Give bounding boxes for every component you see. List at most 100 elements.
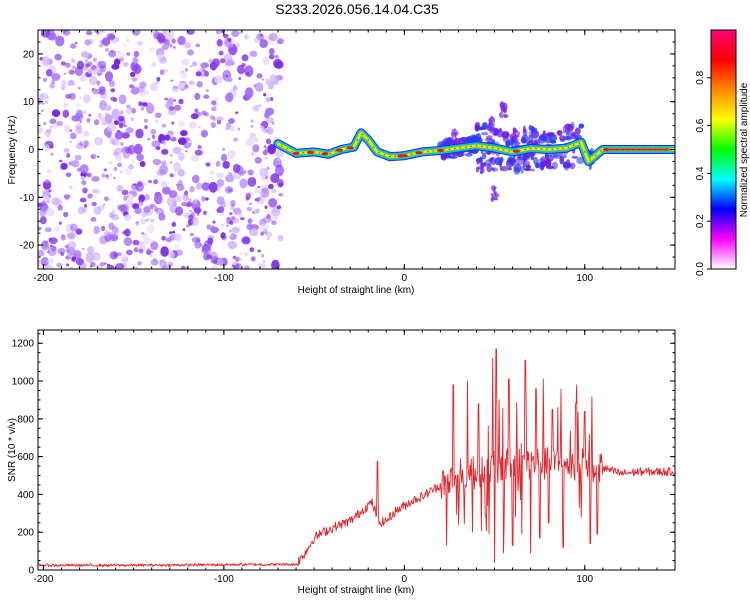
noise-blob [170, 173, 175, 178]
noise-blob [166, 196, 176, 207]
noise-blob [182, 228, 186, 232]
noise-blob [274, 60, 284, 69]
noise-blob [229, 125, 235, 132]
noise-blob [172, 231, 176, 234]
signal-grain [437, 149, 440, 152]
noise-blob [46, 96, 50, 99]
noise-blob [38, 127, 43, 135]
signal-halo [465, 152, 473, 157]
noise-blob [123, 262, 127, 266]
noise-blob [229, 233, 233, 237]
noise-blob [149, 254, 153, 258]
noise-blob [147, 137, 151, 141]
noise-blob [171, 87, 179, 93]
noise-blob [205, 162, 211, 167]
noise-blob [145, 219, 149, 222]
noise-blob [109, 251, 119, 260]
signal-grain [291, 150, 294, 153]
noise-blob [203, 94, 210, 99]
noise-blob [202, 69, 206, 72]
noise-blob [193, 207, 202, 214]
colorbar-label: Normalized spectral amplitude [739, 82, 750, 217]
noise-blob [94, 119, 100, 126]
noise-blob [260, 223, 269, 232]
noise-blob [87, 193, 93, 199]
noise-blob [124, 214, 132, 221]
noise-blob [89, 265, 93, 268]
signal-halo [484, 138, 493, 142]
noise-blob [47, 258, 54, 264]
noise-blob [117, 118, 126, 127]
signal-grain [594, 154, 597, 157]
noise-blob [88, 113, 92, 117]
signal-halo [571, 155, 579, 159]
spectrogram-signal-track [273, 101, 675, 203]
noise-blob [41, 109, 44, 112]
noise-blob [70, 43, 77, 49]
noise-blob [133, 183, 137, 186]
noise-blob [51, 109, 61, 117]
noise-blob [151, 134, 156, 139]
noise-blob [66, 153, 71, 158]
noise-blob [237, 127, 241, 131]
noise-blob [216, 172, 224, 179]
noise-blob [192, 174, 200, 184]
noise-blob [154, 193, 163, 205]
noise-blob [194, 149, 203, 156]
snr-x-label: Height of straight line (km) [298, 585, 415, 596]
noise-blob [101, 120, 107, 126]
noise-blob [257, 249, 262, 253]
colorbar-gradient [711, 30, 736, 269]
y-tick-label: -20 [20, 241, 35, 252]
noise-blob [216, 179, 225, 187]
snr-series [38, 348, 675, 568]
noise-blob [266, 127, 274, 135]
noise-blob [266, 236, 271, 241]
noise-blob [131, 77, 138, 82]
noise-blob [241, 236, 251, 245]
signal-grain [654, 148, 657, 151]
noise-blob [216, 39, 223, 47]
noise-blob [142, 237, 152, 244]
noise-blob [226, 76, 233, 83]
signal-grain [329, 152, 332, 155]
noise-blob [43, 122, 47, 126]
noise-blob [104, 112, 109, 118]
noise-blob [91, 201, 97, 207]
noise-blob [229, 229, 232, 233]
noise-blob [160, 180, 168, 189]
signal-halo [562, 161, 568, 169]
noise-blob [232, 85, 238, 92]
noise-blob [197, 145, 202, 149]
noise-blob [65, 244, 69, 249]
noise-blob [238, 251, 243, 256]
noise-blob [80, 175, 85, 181]
noise-blob [168, 190, 178, 198]
noise-blob [181, 58, 190, 66]
noise-blob [167, 97, 174, 105]
noise-blob [75, 162, 79, 165]
noise-blob [117, 162, 122, 168]
noise-blob [51, 73, 61, 81]
noise-blob [211, 106, 217, 112]
noise-blob [123, 237, 133, 247]
noise-blob [275, 74, 283, 81]
noise-blob [153, 179, 159, 185]
noise-blob [174, 233, 182, 242]
figure-title: S233.2026.056.14.04.C35 [275, 1, 439, 17]
noise-blob [130, 86, 140, 95]
noise-blob [160, 246, 169, 257]
noise-blob [262, 149, 268, 156]
noise-blob [109, 137, 117, 145]
noise-blob [141, 210, 147, 218]
signal-grain [535, 147, 537, 150]
signal-grain [665, 148, 667, 151]
noise-blob [261, 175, 266, 181]
noise-blob [189, 40, 194, 44]
noise-blob [79, 197, 87, 203]
signal-grain [356, 139, 359, 141]
noise-blob [143, 206, 151, 214]
noise-blob [90, 155, 94, 159]
noise-blob [137, 40, 144, 46]
noise-blob [216, 116, 224, 122]
